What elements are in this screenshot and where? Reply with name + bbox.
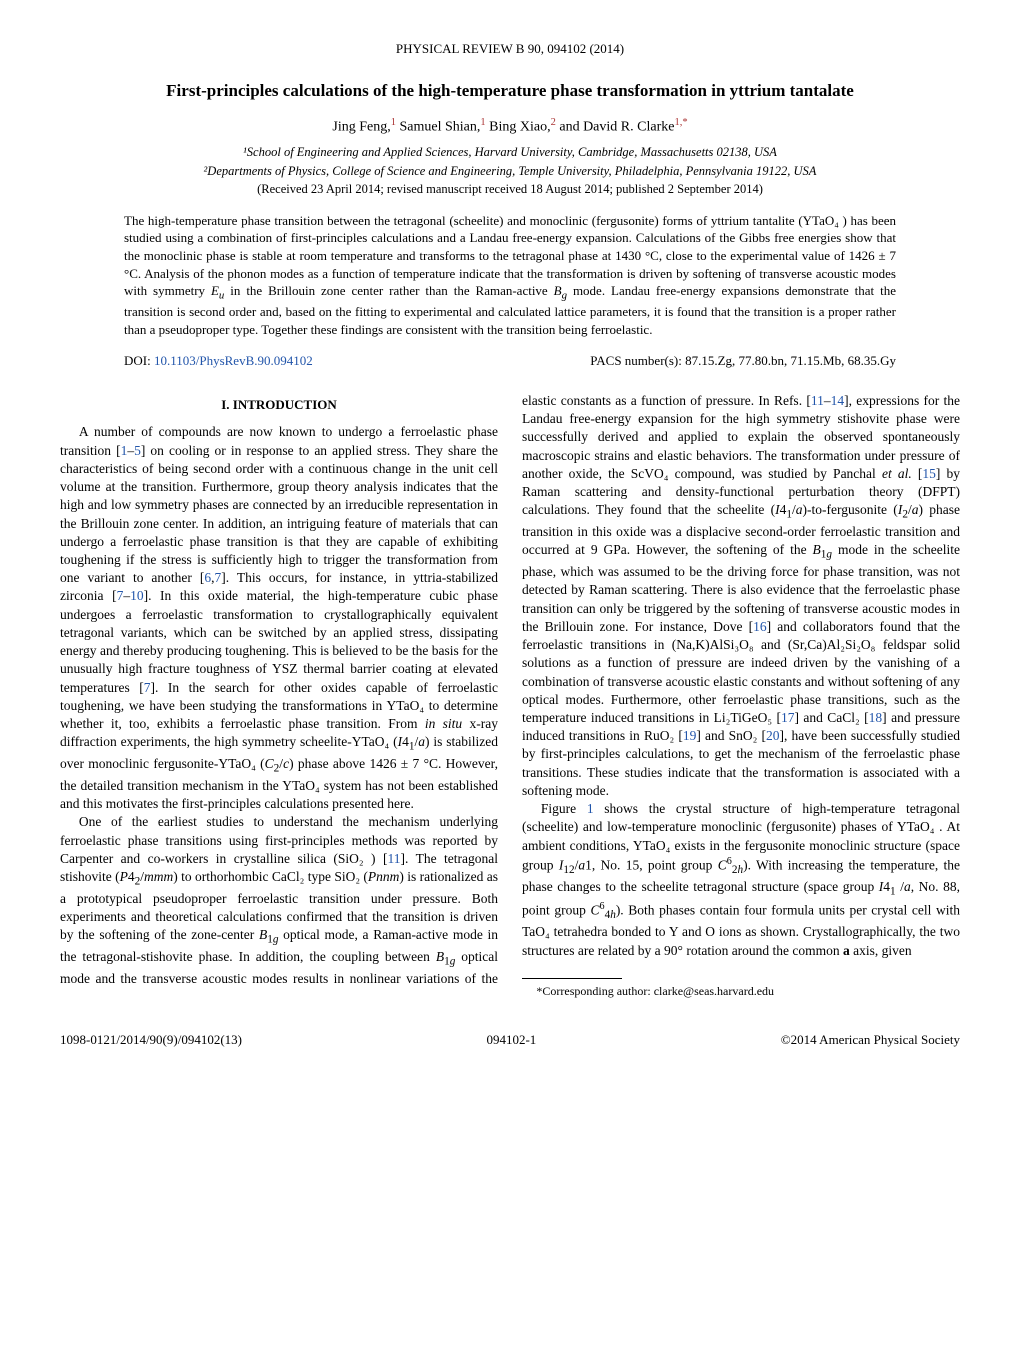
journal-header: PHYSICAL REVIEW B 90, 094102 (2014)	[60, 40, 960, 58]
affiliations-block: ¹School of Engineering and Applied Scien…	[60, 144, 960, 180]
doi-label: DOI:	[124, 353, 154, 368]
pacs-numbers: PACS number(s): 87.15.Zg, 77.80.bn, 71.1…	[590, 352, 896, 370]
authors-line: Jing Feng,1 Samuel Shian,1 Bing Xiao,2 a…	[60, 116, 960, 138]
corresponding-author-footnote: *Corresponding author: clarke@seas.harva…	[522, 983, 960, 999]
section-heading: I. INTRODUCTION	[60, 396, 498, 414]
paper-title: First-principles calculations of the hig…	[60, 80, 960, 103]
body-columns: I. INTRODUCTION A number of compounds ar…	[60, 392, 960, 999]
body-paragraph: A number of compounds are now known to u…	[60, 423, 498, 813]
footer-center: 094102-1	[486, 1031, 536, 1049]
footer-left: 1098-0121/2014/90(9)/094102(13)	[60, 1031, 242, 1049]
affiliation-line: ²Departments of Physics, College of Scie…	[60, 163, 960, 181]
footnote-rule	[522, 978, 622, 979]
abstract-text: The high-temperature phase transition be…	[124, 212, 896, 338]
footer-right: ©2014 American Physical Society	[781, 1031, 960, 1049]
doi-link[interactable]: 10.1103/PhysRevB.90.094102	[154, 353, 313, 368]
page-footer: 1098-0121/2014/90(9)/094102(13) 094102-1…	[60, 1031, 960, 1049]
body-paragraph: Figure 1 shows the crystal structure of …	[522, 800, 960, 960]
affiliation-line: ¹School of Engineering and Applied Scien…	[60, 144, 960, 162]
publication-dates: (Received 23 April 2014; revised manuscr…	[60, 181, 960, 198]
doi-block: DOI: 10.1103/PhysRevB.90.094102	[124, 352, 313, 370]
